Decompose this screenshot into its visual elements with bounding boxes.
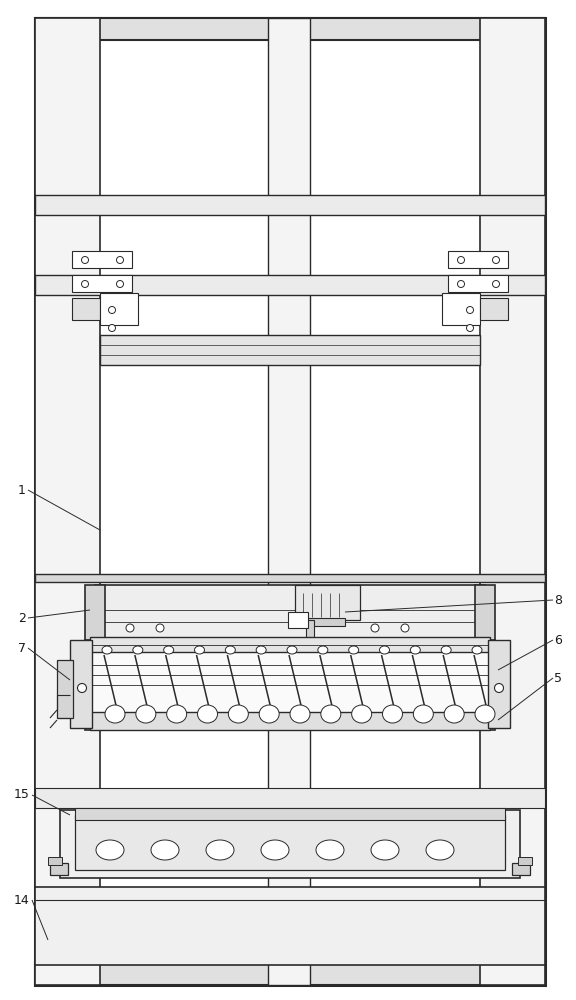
Ellipse shape bbox=[198, 705, 218, 723]
Ellipse shape bbox=[371, 624, 379, 632]
Bar bbox=[35, 18, 545, 40]
Ellipse shape bbox=[228, 705, 248, 723]
Ellipse shape bbox=[108, 306, 116, 314]
Bar bbox=[100, 293, 138, 325]
Ellipse shape bbox=[457, 280, 464, 288]
Ellipse shape bbox=[316, 840, 344, 860]
Bar bbox=[95, 585, 485, 640]
Ellipse shape bbox=[457, 256, 464, 263]
Ellipse shape bbox=[164, 646, 174, 654]
Bar bbox=[306, 620, 314, 648]
Ellipse shape bbox=[318, 646, 328, 654]
Bar bbox=[75, 808, 505, 820]
Ellipse shape bbox=[195, 646, 204, 654]
Bar bbox=[512, 863, 530, 875]
Text: 1: 1 bbox=[18, 484, 26, 496]
Ellipse shape bbox=[259, 705, 279, 723]
Ellipse shape bbox=[166, 705, 187, 723]
Bar bbox=[268, 18, 310, 985]
Ellipse shape bbox=[492, 256, 499, 263]
Bar bbox=[90, 712, 490, 730]
Text: 14: 14 bbox=[14, 894, 30, 906]
Text: 15: 15 bbox=[14, 788, 30, 802]
Ellipse shape bbox=[426, 840, 454, 860]
Ellipse shape bbox=[96, 840, 124, 860]
Ellipse shape bbox=[133, 646, 143, 654]
Bar bbox=[475, 585, 495, 643]
Ellipse shape bbox=[261, 840, 289, 860]
Ellipse shape bbox=[108, 324, 116, 332]
Bar bbox=[35, 18, 545, 985]
Ellipse shape bbox=[410, 646, 420, 654]
Ellipse shape bbox=[352, 705, 372, 723]
Text: 2: 2 bbox=[18, 611, 26, 624]
Bar bbox=[448, 251, 508, 268]
Ellipse shape bbox=[206, 840, 234, 860]
Bar bbox=[35, 275, 545, 295]
Bar bbox=[442, 293, 480, 325]
Ellipse shape bbox=[151, 840, 179, 860]
Bar bbox=[75, 815, 505, 870]
Bar bbox=[57, 660, 73, 718]
Ellipse shape bbox=[102, 646, 112, 654]
Bar bbox=[35, 574, 545, 582]
Ellipse shape bbox=[321, 705, 341, 723]
Ellipse shape bbox=[472, 646, 482, 654]
Ellipse shape bbox=[414, 705, 433, 723]
Ellipse shape bbox=[467, 306, 473, 314]
Ellipse shape bbox=[371, 840, 399, 860]
Bar bbox=[100, 335, 480, 365]
Bar bbox=[72, 251, 132, 268]
Ellipse shape bbox=[116, 256, 123, 263]
Bar bbox=[35, 788, 545, 808]
Bar bbox=[480, 18, 545, 985]
Bar bbox=[480, 298, 508, 320]
Bar bbox=[50, 863, 68, 875]
Bar bbox=[35, 887, 545, 965]
Bar bbox=[35, 195, 545, 215]
Ellipse shape bbox=[290, 705, 310, 723]
Bar bbox=[448, 275, 508, 292]
Bar bbox=[72, 298, 100, 320]
Ellipse shape bbox=[256, 646, 266, 654]
Ellipse shape bbox=[348, 646, 359, 654]
Bar bbox=[35, 963, 545, 985]
Ellipse shape bbox=[136, 705, 156, 723]
Ellipse shape bbox=[78, 684, 86, 692]
Ellipse shape bbox=[401, 624, 409, 632]
Bar bbox=[35, 18, 100, 985]
Bar bbox=[72, 275, 132, 292]
Bar bbox=[295, 585, 360, 620]
Bar bbox=[90, 637, 490, 652]
Ellipse shape bbox=[156, 624, 164, 632]
Ellipse shape bbox=[495, 684, 503, 692]
Ellipse shape bbox=[126, 624, 134, 632]
Text: 5: 5 bbox=[554, 672, 562, 684]
Ellipse shape bbox=[287, 646, 297, 654]
Bar bbox=[70, 640, 92, 728]
Ellipse shape bbox=[492, 280, 499, 288]
Ellipse shape bbox=[380, 646, 389, 654]
Text: 8: 8 bbox=[554, 593, 562, 606]
Ellipse shape bbox=[475, 705, 495, 723]
Ellipse shape bbox=[382, 705, 403, 723]
Bar bbox=[305, 618, 345, 626]
Text: 7: 7 bbox=[18, 642, 26, 654]
Ellipse shape bbox=[81, 256, 89, 263]
Bar bbox=[60, 810, 520, 878]
Text: 6: 6 bbox=[554, 634, 562, 647]
Ellipse shape bbox=[467, 324, 473, 332]
Bar bbox=[48, 857, 62, 865]
Bar bbox=[488, 640, 510, 728]
Ellipse shape bbox=[441, 646, 451, 654]
Ellipse shape bbox=[81, 280, 89, 288]
Bar bbox=[85, 585, 105, 643]
Ellipse shape bbox=[225, 646, 236, 654]
Ellipse shape bbox=[105, 705, 125, 723]
Ellipse shape bbox=[116, 280, 123, 288]
Ellipse shape bbox=[444, 705, 464, 723]
Bar bbox=[518, 857, 532, 865]
Bar bbox=[85, 640, 495, 730]
Bar bbox=[288, 612, 308, 628]
